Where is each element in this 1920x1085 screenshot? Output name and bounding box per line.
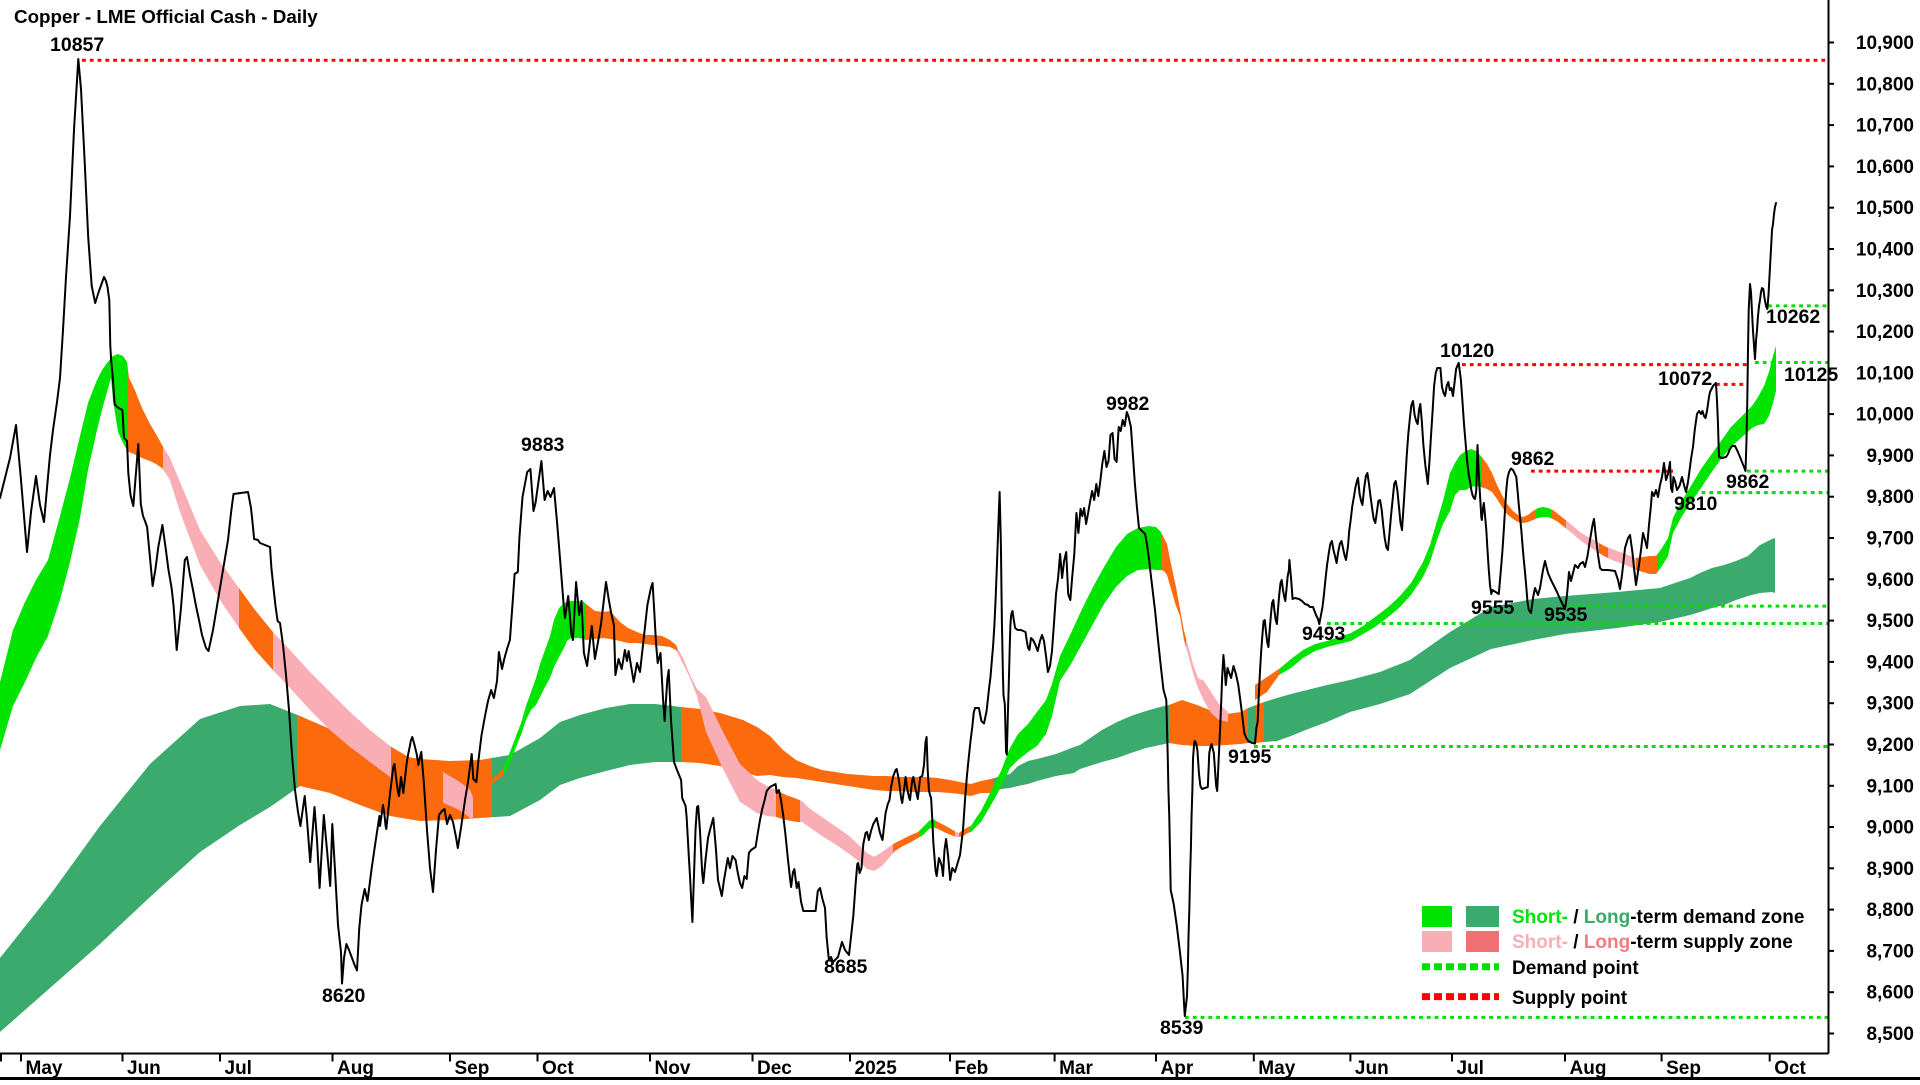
svg-text:10,800: 10,800 <box>1856 74 1914 95</box>
svg-text:Demand point: Demand point <box>1512 958 1639 979</box>
svg-text:9,300: 9,300 <box>1866 694 1914 715</box>
svg-text:8,500: 8,500 <box>1866 1024 1914 1045</box>
svg-text:8620: 8620 <box>322 985 366 1007</box>
svg-text:Apr: Apr <box>1161 1058 1194 1079</box>
svg-text:Feb: Feb <box>955 1058 989 1079</box>
svg-text:9,100: 9,100 <box>1866 776 1914 797</box>
svg-text:10,000: 10,000 <box>1856 405 1914 426</box>
svg-text:9883: 9883 <box>521 434 565 456</box>
svg-text:9195: 9195 <box>1228 746 1272 768</box>
svg-text:May: May <box>26 1058 63 1079</box>
svg-text:9,400: 9,400 <box>1866 652 1914 673</box>
svg-text:9535: 9535 <box>1544 604 1588 626</box>
svg-text:8,700: 8,700 <box>1866 941 1914 962</box>
svg-text:10072: 10072 <box>1658 368 1712 390</box>
svg-text:Sep: Sep <box>455 1058 490 1079</box>
svg-text:10262: 10262 <box>1766 306 1820 328</box>
svg-text:Short- / Long-term supply zone: Short- / Long-term supply zone <box>1512 932 1793 953</box>
svg-text:9,600: 9,600 <box>1866 570 1914 591</box>
svg-text:10,200: 10,200 <box>1856 322 1914 343</box>
svg-text:9493: 9493 <box>1302 623 1346 645</box>
svg-text:10,100: 10,100 <box>1856 363 1914 384</box>
svg-text:9982: 9982 <box>1106 393 1150 415</box>
svg-text:Jul: Jul <box>1457 1058 1484 1079</box>
svg-text:Nov: Nov <box>655 1058 691 1079</box>
svg-text:9810: 9810 <box>1674 493 1718 515</box>
svg-text:May: May <box>1258 1058 1295 1079</box>
svg-text:Dec: Dec <box>757 1058 792 1079</box>
svg-text:9,700: 9,700 <box>1866 529 1914 550</box>
svg-text:8,800: 8,800 <box>1866 900 1914 921</box>
svg-text:10,300: 10,300 <box>1856 281 1914 302</box>
svg-text:10,700: 10,700 <box>1856 116 1914 137</box>
svg-text:9,900: 9,900 <box>1866 446 1914 467</box>
svg-text:Supply point: Supply point <box>1512 988 1628 1009</box>
svg-text:Aug: Aug <box>1570 1058 1607 1079</box>
svg-text:2025: 2025 <box>855 1058 898 1079</box>
svg-text:9555: 9555 <box>1471 597 1515 619</box>
svg-text:Jul: Jul <box>225 1058 252 1079</box>
svg-text:9,800: 9,800 <box>1866 487 1914 508</box>
svg-text:Copper - LME Official Cash - D: Copper - LME Official Cash - Daily <box>14 6 318 27</box>
svg-text:8539: 8539 <box>1160 1017 1204 1039</box>
svg-text:10,400: 10,400 <box>1856 240 1914 261</box>
svg-text:Oct: Oct <box>1774 1058 1806 1079</box>
svg-text:Oct: Oct <box>542 1058 574 1079</box>
svg-text:9,200: 9,200 <box>1866 735 1914 756</box>
svg-text:10120: 10120 <box>1440 340 1494 362</box>
svg-text:Jun: Jun <box>127 1058 161 1079</box>
svg-text:10857: 10857 <box>50 34 104 56</box>
svg-text:9862: 9862 <box>1511 448 1555 470</box>
svg-text:Sep: Sep <box>1666 1058 1701 1079</box>
svg-text:Jun: Jun <box>1355 1058 1389 1079</box>
svg-text:Mar: Mar <box>1059 1058 1093 1079</box>
svg-text:10125: 10125 <box>1784 364 1838 386</box>
svg-text:Aug: Aug <box>337 1058 374 1079</box>
svg-text:8685: 8685 <box>824 956 868 978</box>
svg-text:8,900: 8,900 <box>1866 859 1914 880</box>
svg-text:10,500: 10,500 <box>1856 198 1914 219</box>
svg-text:9862: 9862 <box>1726 471 1770 493</box>
svg-text:Short- / Long-term demand zone: Short- / Long-term demand zone <box>1512 907 1804 928</box>
svg-text:8,600: 8,600 <box>1866 983 1914 1004</box>
svg-text:10,600: 10,600 <box>1856 157 1914 178</box>
svg-text:9,500: 9,500 <box>1866 611 1914 632</box>
svg-text:10,900: 10,900 <box>1856 33 1914 54</box>
svg-text:9,000: 9,000 <box>1866 818 1914 839</box>
